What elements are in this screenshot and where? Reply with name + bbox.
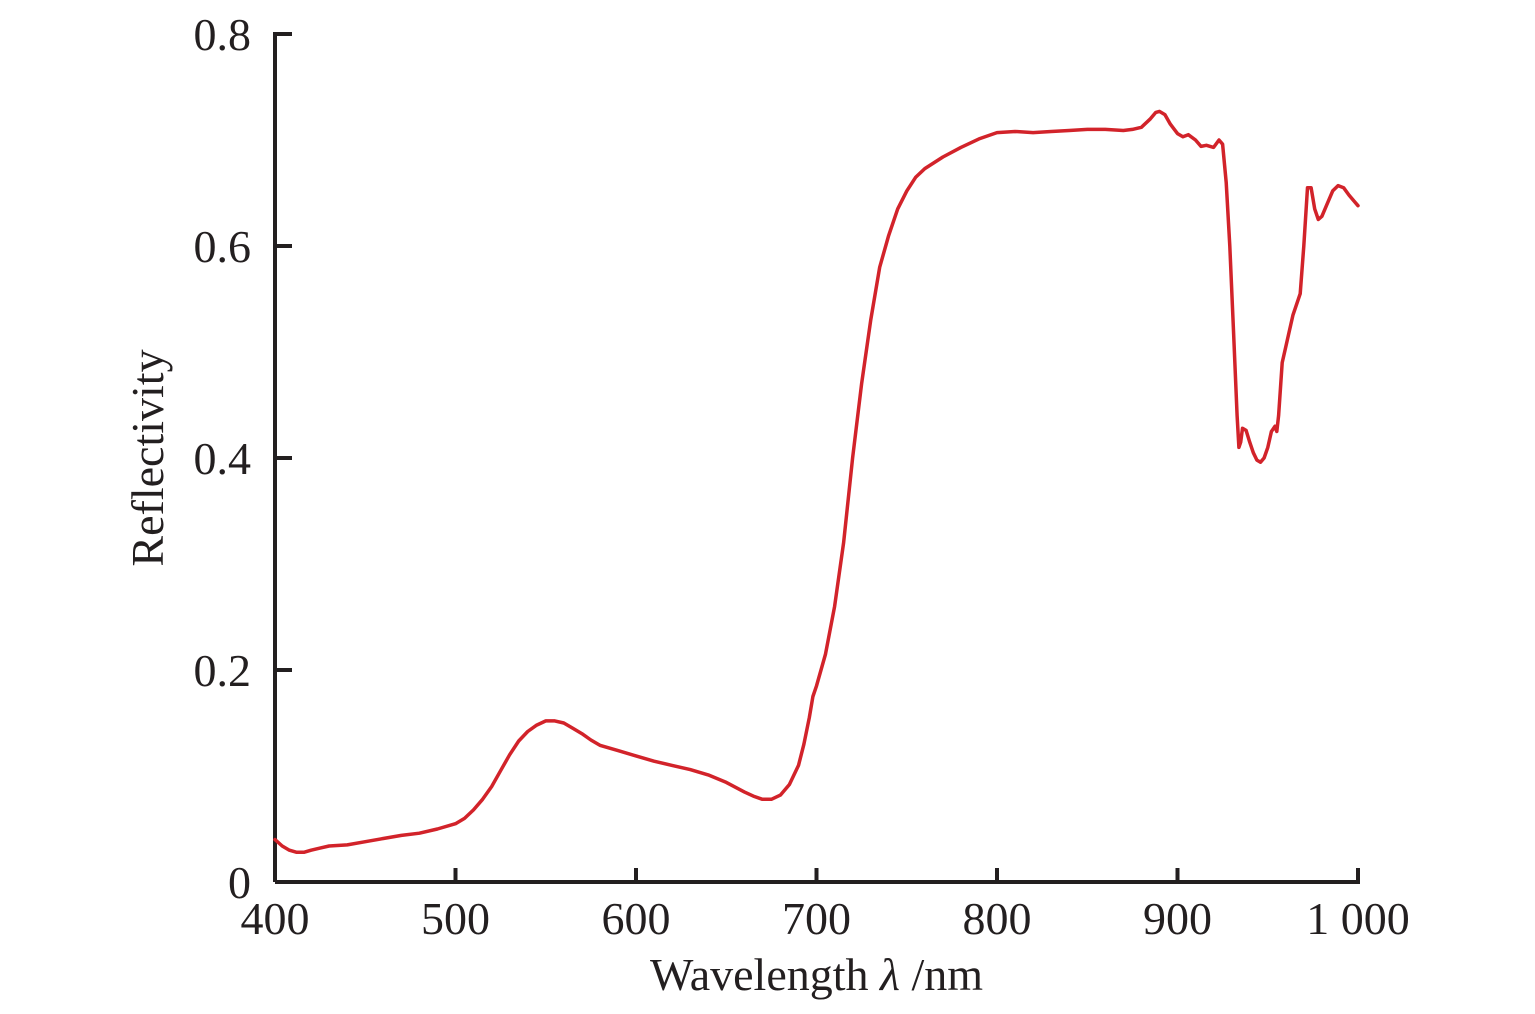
y-axis-ticks: 0 0.2 0.4 0.6 0.8 — [194, 9, 292, 908]
x-axis-title-symbol: λ — [878, 949, 900, 1000]
series-group — [273, 109, 1360, 855]
x-tick-label: 1 000 — [1306, 893, 1410, 944]
y-axis-title: Reflectivity — [122, 349, 173, 566]
x-axis-ticks: 400 500 600 700 800 900 1 000 — [241, 868, 1410, 944]
x-axis-title: Wavelength λ /nm — [650, 949, 983, 1000]
y-tick-label: 0.2 — [194, 645, 252, 696]
x-tick-label: 400 — [241, 893, 310, 944]
x-axis-title-unit: /nm — [911, 949, 983, 1000]
y-tick-label: 0.8 — [194, 9, 252, 60]
reflectivity-series-line — [273, 109, 1360, 855]
x-tick-label: 900 — [1143, 893, 1212, 944]
x-tick-label: 500 — [421, 893, 490, 944]
x-tick-label: 700 — [782, 893, 851, 944]
x-axis-title-text: Wavelength — [650, 949, 869, 1000]
y-tick-label: 0.4 — [194, 433, 252, 484]
y-tick-label: 0.6 — [194, 221, 252, 272]
y-tick-label: 0 — [228, 857, 251, 908]
x-tick-label: 800 — [963, 893, 1032, 944]
x-tick-label: 600 — [602, 893, 671, 944]
